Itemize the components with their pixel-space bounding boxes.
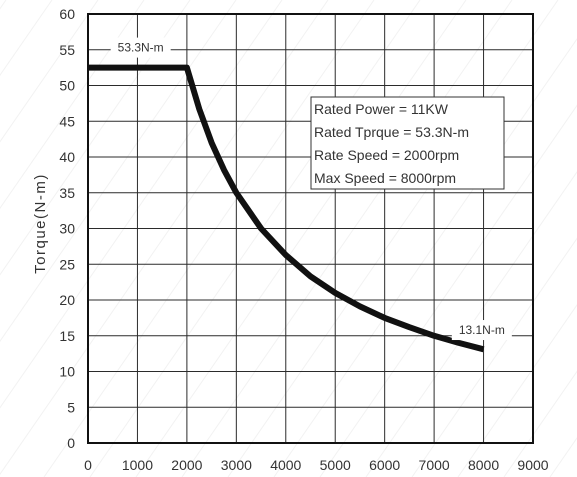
annotation-label: 13.1N-m [459,323,505,337]
info-box-border [310,96,505,190]
info-line: Rated Power = 11KW [314,101,449,117]
annotation-background [110,37,171,58]
info-box: Rated Power = 11KW Rated Tprque = 53.3N-m… [310,96,505,190]
y-tick-label: 20 [59,292,75,308]
x-tick-label: 4000 [270,457,301,473]
watermark-line [273,38,577,477]
info-line: Rate Speed = 2000rpm [314,147,459,163]
watermark-line [457,304,577,477]
x-tick-label: 5000 [320,457,351,473]
watermark-line [135,0,467,477]
y-tick-label: 25 [59,256,75,272]
y-tick-label: 60 [59,6,75,22]
watermark-line [0,0,283,409]
annotation: 53.3N-m [110,37,171,58]
watermark-line [0,0,329,475]
watermark-line [0,0,99,143]
watermark-line [319,104,577,477]
watermark-line [365,171,577,477]
y-tick-label: 35 [59,185,75,201]
y-tick-label: 30 [59,221,75,237]
annotation: 13.1N-m [451,320,512,341]
plot-frame [87,13,534,444]
x-tick-label: 6000 [369,457,400,473]
y-tick-label: 0 [67,435,75,451]
watermark-line [0,0,191,276]
annotations-group: 53.3N-m 13.1N-m [110,37,512,341]
watermark-line [227,0,559,477]
x-tick-label: 7000 [419,457,450,473]
y-tick-label: 10 [59,364,75,380]
series-line [88,64,485,353]
grid-lines [87,13,534,444]
y-tick-label: 5 [67,399,75,415]
y-tick-label: 45 [59,113,75,129]
watermark-line [89,0,421,477]
x-axis-ticks: 0 1000 2000 3000 4000 5000 6000 7000 8000 9000 [84,457,549,473]
y-axis-title: Torque(N-m) [32,173,49,274]
watermark-line [503,370,577,477]
watermark-line [411,237,577,477]
x-tick-label: 3000 [221,457,252,473]
watermark-line [0,0,237,343]
y-tick-label: 55 [59,42,75,58]
x-tick-label: 9000 [517,457,548,473]
y-tick-label: 50 [59,78,75,94]
watermark-line [181,0,513,477]
x-tick-label: 8000 [468,457,499,473]
y-tick-label: 40 [59,149,75,165]
y-tick-label: 15 [59,328,75,344]
info-line: Rated Tprque = 53.3N-m [314,124,469,140]
annotation-label: 53.3N-m [118,41,164,55]
x-tick-label: 1000 [122,457,153,473]
x-tick-label: 2000 [171,457,202,473]
watermark-line [43,0,375,477]
info-line: Max Speed = 8000rpm [314,170,456,186]
annotation-background [451,320,512,341]
y-axis-ticks: 0 5 10 15 20 25 30 35 40 45 50 55 60 [59,6,75,451]
x-tick-label: 0 [84,457,92,473]
series-group [88,64,485,353]
